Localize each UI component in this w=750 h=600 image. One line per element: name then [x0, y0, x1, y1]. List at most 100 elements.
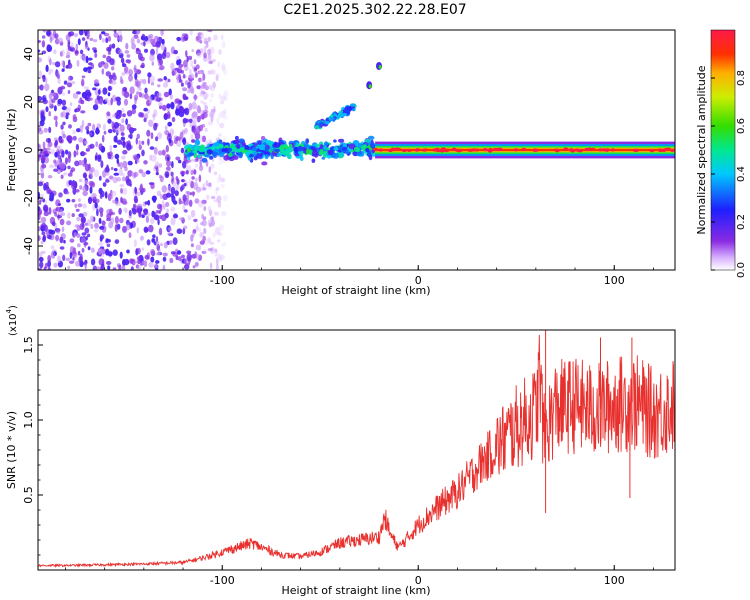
- spectrogram-cell: [129, 183, 132, 187]
- spectrogram-cell: [257, 140, 262, 145]
- spectrogram-cell: [217, 200, 222, 208]
- spectrogram-cell: [285, 147, 294, 153]
- spectrogram-cell: [346, 111, 351, 115]
- spectrogram-cell: [167, 165, 170, 171]
- spectrogram-cell: [82, 185, 88, 192]
- spectrogram-cell: [81, 37, 86, 41]
- spectrogram-cell: [166, 108, 171, 112]
- spectrogram-cell: [58, 192, 63, 198]
- spectrogram-cell: [55, 145, 62, 150]
- spectrogram-cell: [83, 67, 88, 72]
- spectrogram-cell: [192, 182, 199, 190]
- spectrogram-cell: [71, 181, 76, 190]
- spectrogram-cell: [191, 101, 197, 110]
- spectrogram-cell: [38, 143, 42, 150]
- spectrogram-cell: [63, 80, 68, 85]
- spectrogram-cell: [200, 187, 206, 191]
- spectrogram-cell: [119, 251, 123, 259]
- spectrogram-cell: [151, 61, 154, 66]
- spectrogram-cell: [90, 247, 95, 253]
- spectrogram-plot: -100 0 100 -40 -20 0 20 40 Height of straight …: [5, 29, 676, 297]
- spectrogram-cell: [104, 166, 110, 173]
- spectrogram-cell: [60, 174, 64, 179]
- spectrogram-cell: [48, 93, 53, 100]
- spectrogram-cell: [345, 149, 350, 155]
- spectrogram-cell: [181, 254, 185, 259]
- spectrogram-cell: [71, 213, 75, 218]
- spectrogram-cell: [114, 216, 119, 224]
- spectrogram-cell: [122, 225, 127, 233]
- spectrogram-cell: [47, 260, 51, 268]
- spectrogram-cell: [264, 154, 269, 160]
- spectrogram-cell: [190, 134, 194, 140]
- spectrogram-cell: [190, 243, 194, 248]
- spectrogram-cell: [153, 35, 160, 44]
- spectrogram-cell: [41, 250, 46, 254]
- spectrogram-cell: [177, 250, 182, 255]
- spectrogram-cell: [61, 226, 65, 233]
- spectrogram-cell: [349, 103, 356, 107]
- spectrogram-cell: [210, 93, 214, 98]
- spectrogram-cell: [138, 144, 142, 150]
- spectrogram-cell: [119, 183, 125, 188]
- spectrogram-cell: [83, 180, 88, 184]
- spectrogram-cell: [75, 43, 79, 51]
- spectrogram-cell: [200, 31, 204, 39]
- spectrogram-cell: [388, 148, 394, 152]
- spectrogram-cell: [184, 262, 190, 266]
- spectrogram-cell: [209, 241, 214, 245]
- spectrogram-cell: [223, 95, 228, 102]
- spectrogram-cell: [186, 55, 189, 63]
- spectrogram-cell: [84, 140, 88, 145]
- spectrogram-cell: [141, 260, 147, 264]
- spectrogram-cell: [215, 188, 219, 196]
- spectrogram-cell: [148, 119, 154, 128]
- spectrogram-cell: [164, 129, 170, 136]
- spectrogram-cell: [175, 156, 181, 161]
- svg-text:(x104): (x104): [5, 305, 19, 336]
- spectrogram-cell: [89, 37, 94, 42]
- spectrogram-cell: [172, 213, 179, 219]
- spectrogram-cell: [44, 83, 50, 92]
- spectrogram-cell: [54, 33, 59, 39]
- spectrogram-cell: [169, 257, 174, 264]
- spectrogram-cell: [194, 93, 197, 102]
- spectrogram-cell: [213, 153, 217, 158]
- spectrogram-cell: [113, 30, 117, 34]
- spectrogram-cell: [162, 256, 167, 262]
- spectrogram-cell: [121, 264, 126, 270]
- spectrogram-cell: [163, 242, 168, 249]
- spectrogram-cell: [141, 171, 147, 178]
- spectrogram-cell: [170, 186, 176, 195]
- spectrogram-cell: [162, 252, 168, 257]
- spectrogram-cell: [54, 151, 58, 158]
- spectrogram-cell: [181, 179, 185, 183]
- spectrogram-cell: [99, 61, 104, 67]
- spectrogram-cell: [220, 184, 225, 189]
- spectrogram-cell: [95, 127, 100, 135]
- spectrogram-cell: [113, 136, 117, 143]
- spectrogram-cell: [165, 192, 172, 198]
- spectrogram-cell: [75, 208, 80, 212]
- spectrogram-cell: [145, 40, 151, 44]
- spectrogram-cell: [120, 187, 123, 194]
- spectrogram-cell: [69, 170, 73, 174]
- spectrogram-cell: [155, 136, 159, 142]
- spectrogram-cell: [146, 99, 151, 107]
- spectrogram-cell: [153, 241, 157, 246]
- spectrogram-cell: [72, 254, 78, 258]
- spectrogram-cell: [342, 146, 348, 152]
- spectrogram-cell: [52, 91, 56, 97]
- spectrogram-cell: [91, 123, 96, 132]
- spectrogram-cell: [213, 171, 218, 176]
- spectrogram-cell: [100, 160, 104, 169]
- spectrogram-cell: [128, 232, 132, 239]
- spectrogram-cell: [319, 144, 324, 150]
- spectrogram-cell: [215, 187, 220, 191]
- spectrogram-cell: [209, 163, 215, 169]
- spectrogram-cell: [323, 145, 327, 150]
- spectrogram-cell: [93, 49, 97, 53]
- spectrogram-cell: [41, 35, 46, 39]
- spectrogram-cell: [191, 87, 195, 95]
